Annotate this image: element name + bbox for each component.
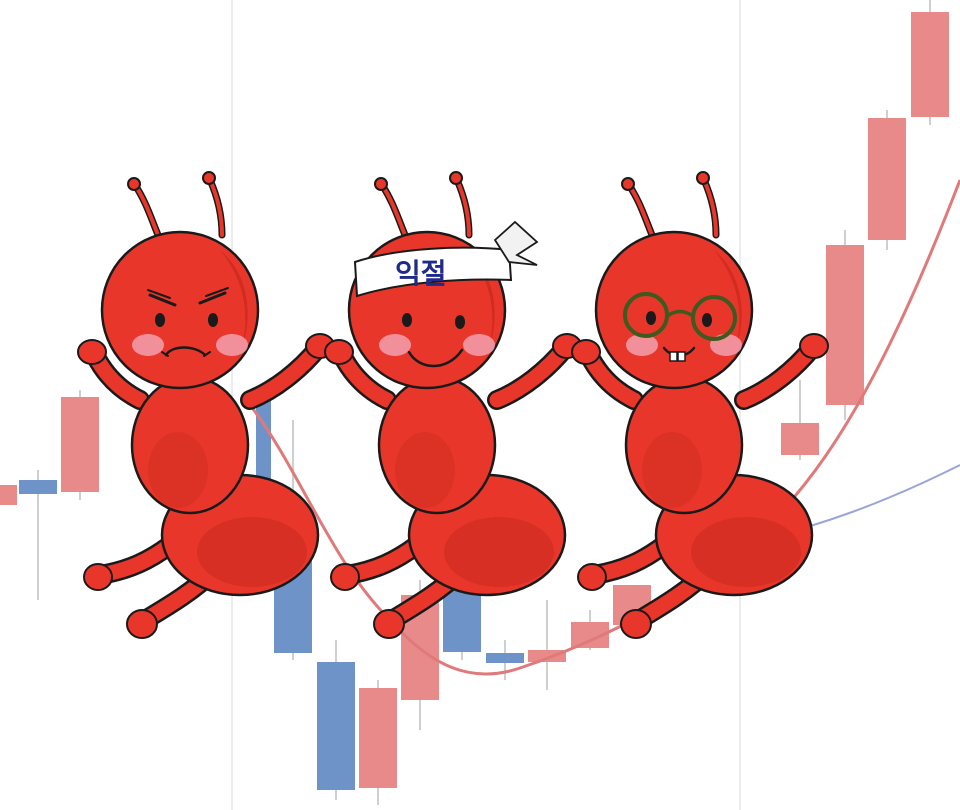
headband-text: 익절 [395,257,447,290]
candle-bear [19,480,57,494]
headband-ant: 익절 [325,172,581,638]
glasses-lens-right [691,295,737,341]
smiling-face [402,313,465,368]
candle-bull [359,688,397,788]
candle-bull [528,650,566,662]
candle-bear [486,653,524,663]
candle-bull [61,397,99,492]
glasses-ant [572,172,828,638]
candle-bull [868,118,906,240]
candle-bear [317,662,355,790]
glasses-face [623,292,737,362]
headband: 익절 [353,220,539,298]
candle-bear [443,590,481,652]
angry-face [147,287,229,357]
candle-bull [0,485,17,505]
angry-ant [78,172,334,638]
candle-bull [781,423,819,455]
moving-average-short [248,179,960,676]
candle-bull [826,245,864,405]
candle-bull [911,12,949,117]
